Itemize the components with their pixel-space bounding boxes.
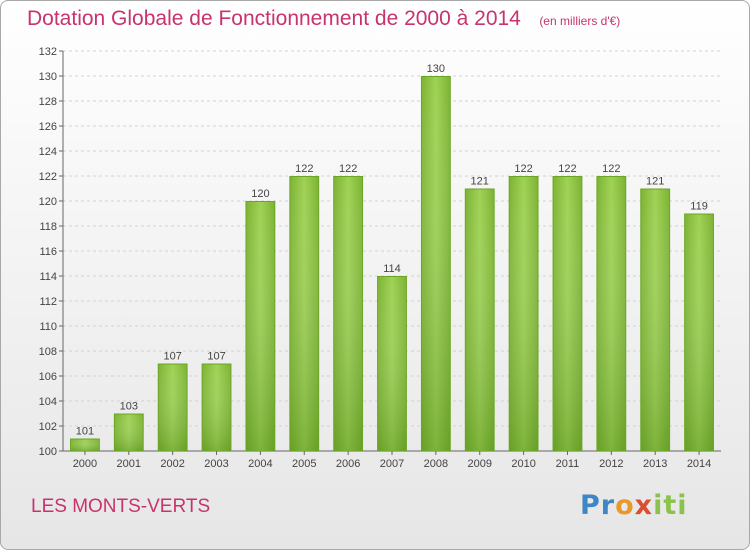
y-tick-label: 132 [39, 46, 57, 58]
bars [70, 76, 714, 451]
x-tick-label: 2005 [292, 458, 316, 470]
y-tick-label: 102 [39, 421, 57, 433]
bar-shade [597, 177, 626, 451]
bar-shade [158, 364, 187, 451]
data-label: 121 [646, 176, 664, 188]
data-label: 122 [339, 163, 357, 175]
data-label: 122 [558, 163, 576, 175]
y-tick-label: 100 [39, 446, 57, 458]
chart-unit: (en milliers d'€) [539, 14, 621, 28]
x-tick-label: 2008 [424, 458, 448, 470]
y-tick-label: 122 [39, 171, 57, 183]
bar-shade [290, 177, 319, 451]
bar-shade [114, 414, 143, 451]
y-tick-label: 126 [39, 121, 57, 133]
bar-shade [685, 214, 713, 451]
y-tick-label: 130 [39, 71, 57, 83]
bar-shade [334, 177, 363, 451]
x-tick-label: 2004 [248, 458, 272, 470]
x-tick-label: 2013 [643, 458, 667, 470]
y-tick-label: 112 [39, 296, 57, 308]
y-tick-label: 128 [39, 96, 57, 108]
data-label: 114 [383, 263, 401, 275]
place-name: LES MONTS-VERTS [31, 496, 211, 517]
bar-shade [465, 189, 494, 451]
y-tick-label: 108 [39, 346, 57, 358]
y-tick-label: 118 [39, 221, 57, 233]
y-tick-label: 116 [39, 246, 57, 258]
x-tick-label: 2014 [687, 458, 711, 470]
x-tick-label: 2000 [73, 458, 97, 470]
labels: 100 102 104 106 108 110 112 114 116 118 120 122 124 1… [39, 46, 712, 470]
bar-shade [378, 277, 406, 451]
x-tick-label: 2010 [511, 458, 535, 470]
bar-shade [246, 202, 275, 451]
y-tick-label: 110 [39, 321, 57, 333]
y-tick-label: 124 [39, 146, 57, 158]
logo-part: iti [653, 490, 688, 521]
logo-part: o [615, 490, 635, 521]
bar-shade [553, 177, 582, 451]
data-label: 122 [514, 163, 532, 175]
logo-part: x [634, 490, 654, 521]
x-tick-label: 2003 [204, 458, 228, 470]
x-tick-label: 2009 [467, 458, 491, 470]
data-label: 101 [76, 426, 94, 438]
y-tick-label: 104 [39, 396, 57, 408]
y-tick-label: 120 [39, 196, 57, 208]
x-tick-label: 2011 [556, 458, 580, 470]
bar-shade [641, 189, 670, 451]
bar-shade [421, 77, 450, 451]
y-tick-label: 106 [39, 371, 57, 383]
y-tick-label: 114 [39, 271, 57, 283]
x-tick-label: 2001 [117, 458, 141, 470]
x-tick-label: 2002 [160, 458, 184, 470]
proxiti-logo: Proxiti [580, 490, 688, 521]
data-label: 119 [690, 201, 708, 213]
chart-title: Dotation Globale de Fonctionnement de 20… [27, 7, 521, 30]
data-label: 120 [251, 188, 269, 200]
x-tick-label: 2006 [336, 458, 360, 470]
chart-title-block: Dotation Globale de Fonctionnement de 20… [27, 7, 620, 31]
bar-shade [71, 439, 99, 451]
data-label: 107 [207, 351, 225, 363]
data-label: 107 [163, 351, 181, 363]
data-label: 103 [120, 401, 138, 413]
data-label: 121 [471, 176, 489, 188]
logo-part: Pr [580, 490, 616, 521]
data-label: 130 [427, 63, 445, 75]
x-tick-label: 2007 [380, 458, 404, 470]
data-label: 122 [295, 163, 313, 175]
bar-shade [509, 177, 538, 451]
x-tick-label: 2012 [599, 458, 623, 470]
bar-shade [202, 364, 231, 451]
data-label: 122 [602, 163, 620, 175]
